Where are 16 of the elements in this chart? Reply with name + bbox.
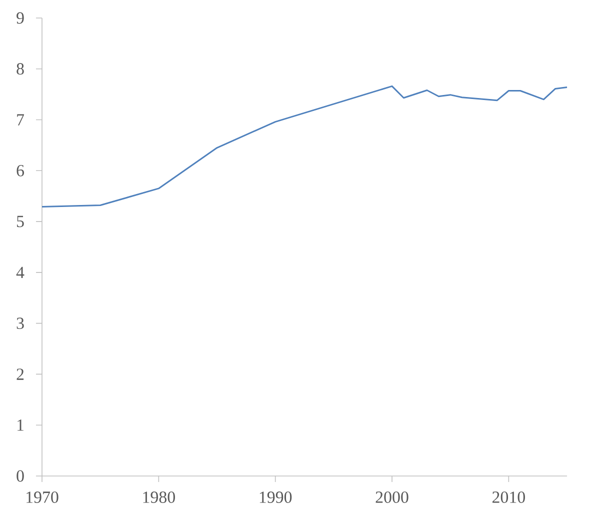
- y-tick-label: 3: [16, 318, 24, 330]
- y-tick-label: 0: [16, 470, 24, 482]
- x-tick-label: 2000: [376, 492, 408, 503]
- x-tick-label: 1980: [143, 492, 175, 503]
- y-tick-label: 7: [17, 114, 24, 126]
- x-tick-label: 2010: [492, 492, 525, 503]
- y-tick-label: 2: [16, 368, 24, 380]
- y-tick-label: 8: [16, 63, 24, 75]
- y-tick-label: 1: [18, 420, 24, 431]
- y-tick-label: 9: [16, 12, 24, 24]
- x-tick-label: 1970: [26, 492, 58, 503]
- x-tick-label: 1990: [260, 492, 292, 503]
- y-tick-label: 5: [17, 216, 24, 228]
- y-tick-label: 4: [16, 266, 24, 278]
- y-tick-label: 6: [16, 164, 24, 176]
- line-series: [41, 85, 568, 208]
